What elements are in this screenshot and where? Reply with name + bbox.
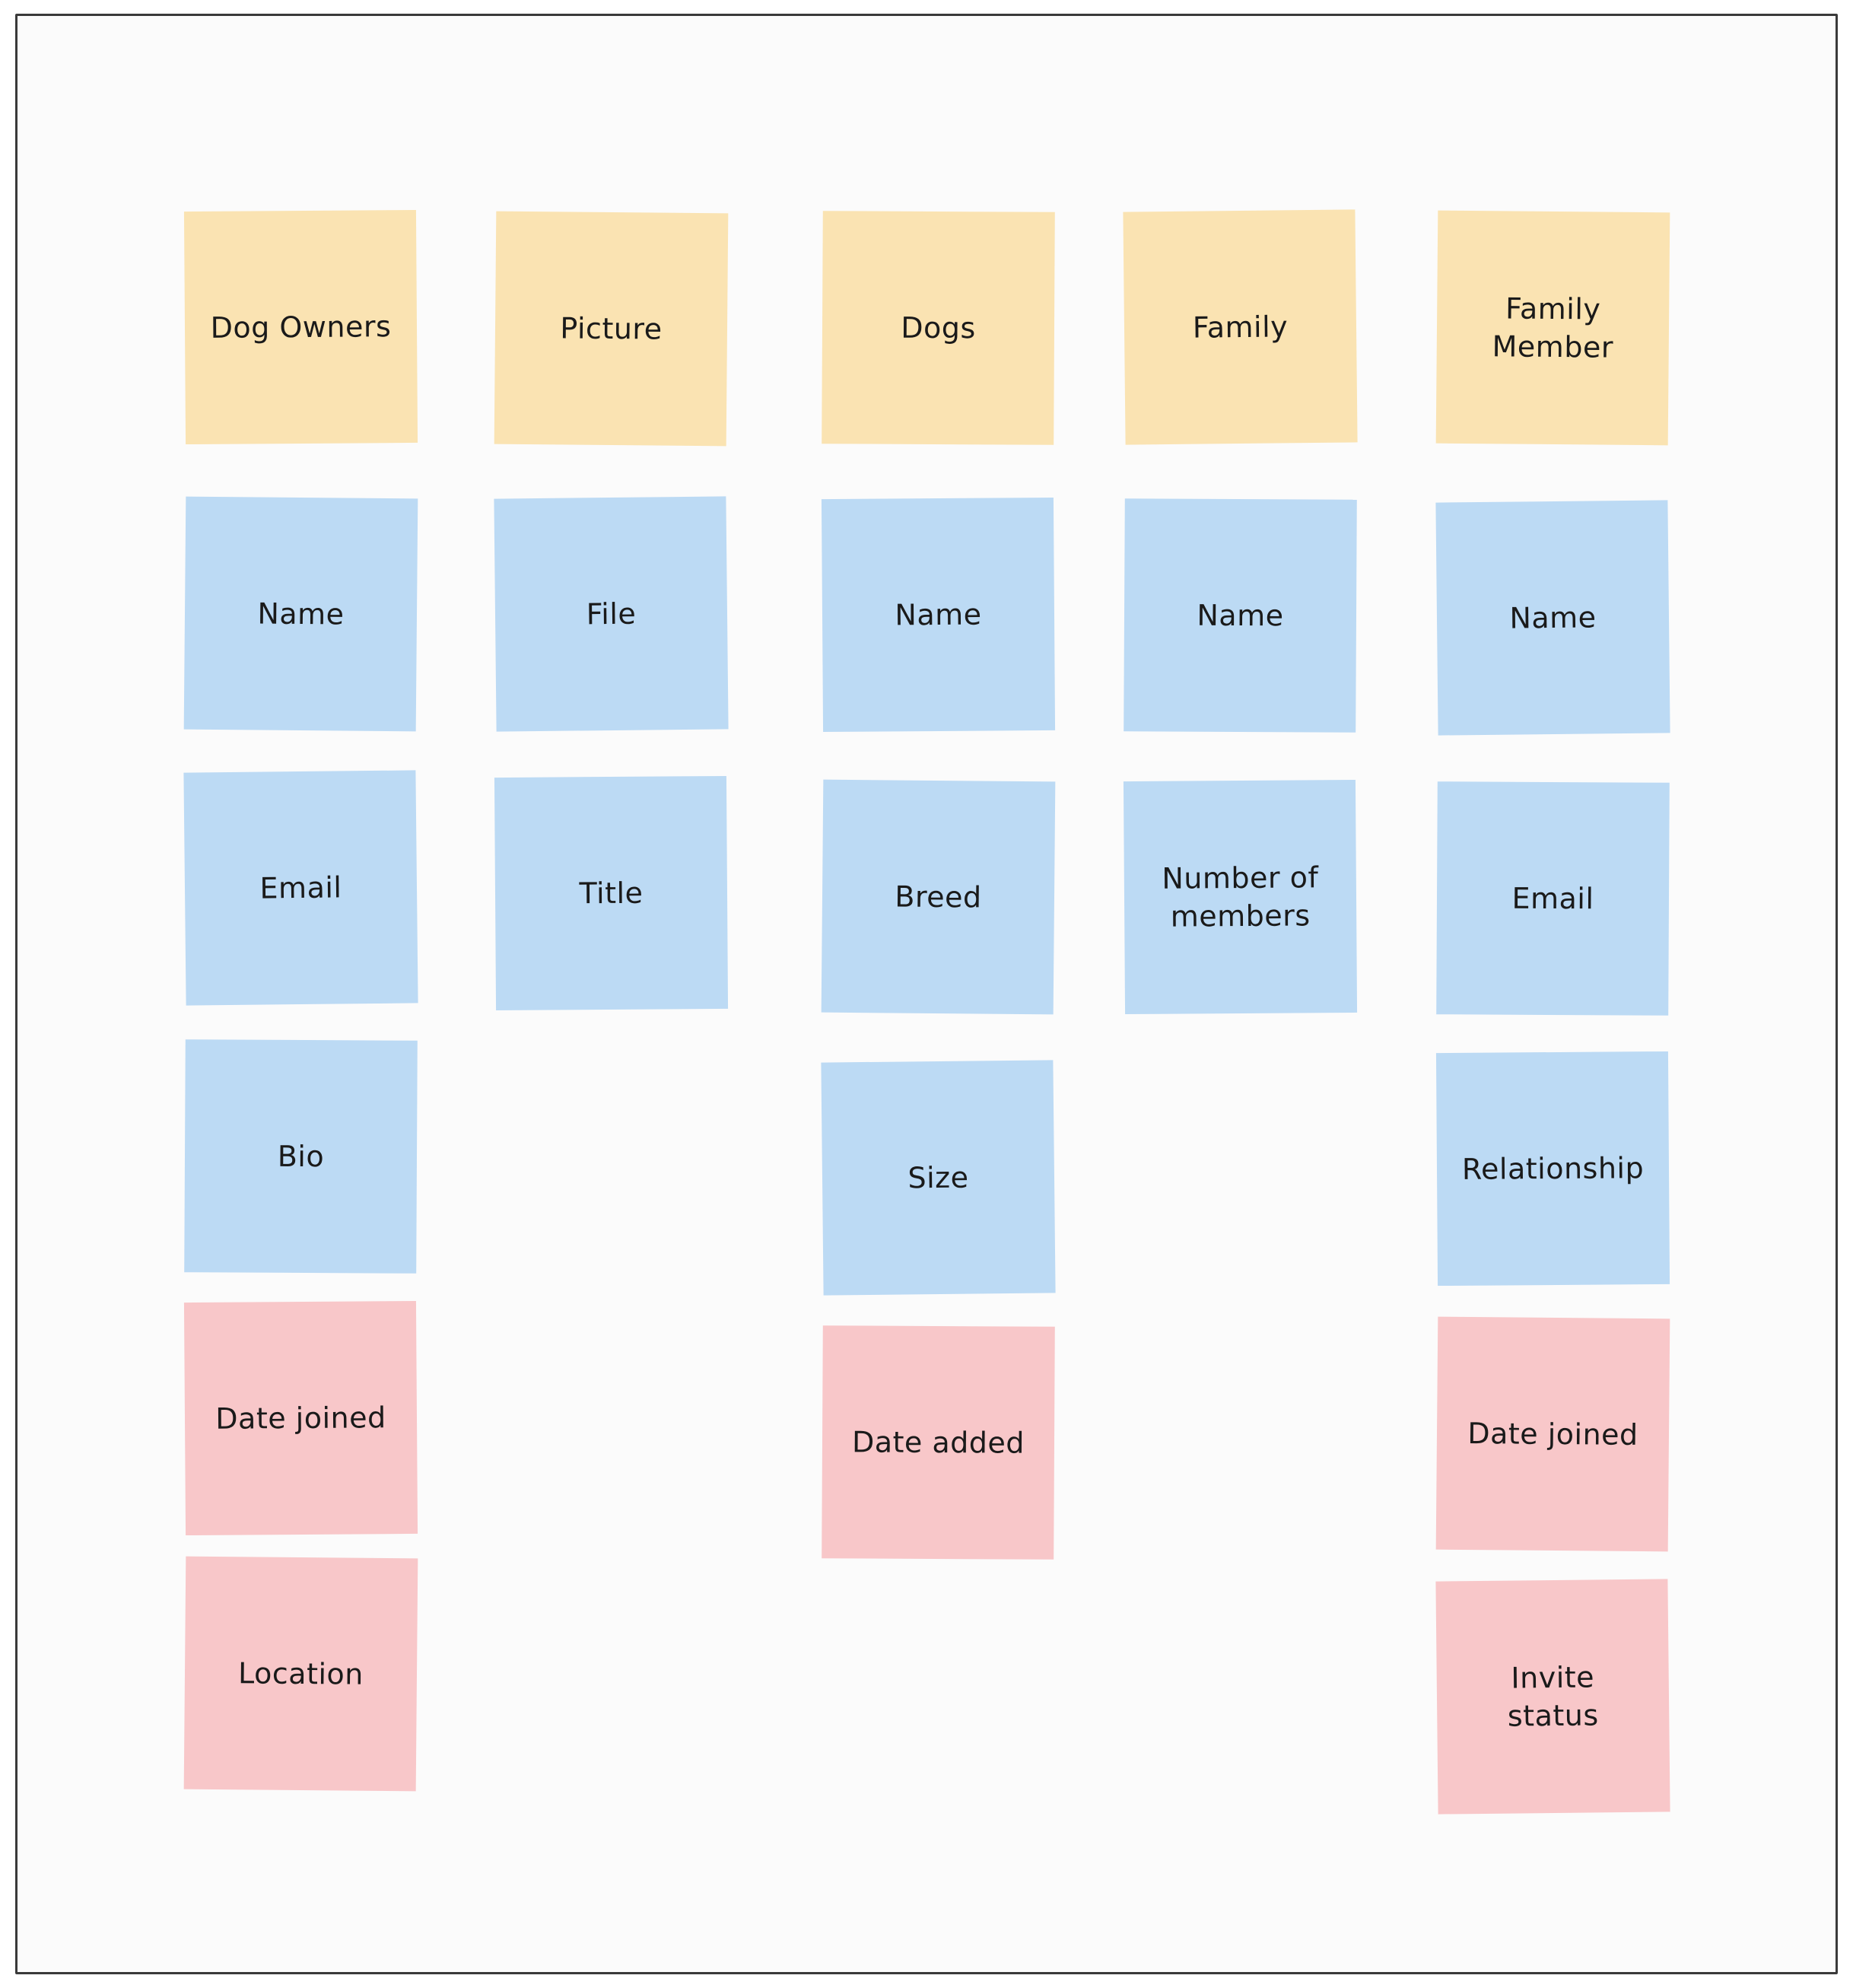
sticky-label: Name [1197, 598, 1284, 633]
sticky-entity-family-member[interactable]: Family Member [1435, 210, 1670, 446]
sticky-label: Number of members [1162, 860, 1319, 934]
sticky-label: Email [1511, 881, 1594, 916]
sticky-label: Invite status [1507, 1660, 1599, 1733]
sticky-label: Picture [560, 311, 663, 346]
sticky-label: Location [237, 1656, 364, 1691]
sticky-attr-owner-bio[interactable]: Bio [184, 1039, 418, 1274]
sticky-entity-picture[interactable]: Picture [494, 211, 729, 447]
sticky-label: Name [257, 596, 345, 631]
sticky-label: Name [895, 597, 982, 632]
sticky-attr-picture-title[interactable]: Title [494, 775, 729, 1011]
sticky-attr-dog-name[interactable]: Name [821, 497, 1056, 733]
sticky-attr-owner-email[interactable]: Email [183, 770, 418, 1006]
sticky-attr-member-name[interactable]: Name [1435, 500, 1670, 736]
sticky-label: Title [579, 876, 644, 911]
sticky-attr-member-email[interactable]: Email [1436, 781, 1670, 1016]
sticky-label: Date joined [1467, 1417, 1638, 1452]
sticky-attr-dog-size[interactable]: Size [821, 1060, 1056, 1296]
sticky-label: Dogs [901, 310, 976, 345]
sticky-meta-owner-date-joined[interactable]: Date joined [183, 1300, 418, 1536]
sticky-attr-family-number-of-members[interactable]: Number of members [1123, 779, 1358, 1015]
sticky-entity-family[interactable]: Family [1123, 209, 1358, 445]
canvas-board: Dog Owners Name Email Bio Date joined Lo… [15, 14, 1838, 1974]
sticky-meta-dog-date-added[interactable]: Date added [822, 1325, 1055, 1560]
sticky-entity-dog-owners[interactable]: Dog Owners [183, 209, 418, 445]
sticky-label: Family [1192, 310, 1289, 345]
sticky-attr-member-relationship[interactable]: Relationship [1435, 1051, 1670, 1287]
sticky-label: Email [259, 870, 342, 905]
sticky-meta-owner-location[interactable]: Location [183, 1556, 418, 1792]
sticky-label: Relationship [1461, 1151, 1645, 1186]
sticky-label: Size [907, 1160, 969, 1195]
sticky-label: Breed [895, 879, 982, 914]
sticky-label: Dog Owners [210, 310, 392, 345]
sticky-meta-member-invite-status[interactable]: Invite status [1435, 1579, 1670, 1815]
sticky-entity-dogs[interactable]: Dogs [822, 211, 1055, 445]
sticky-label: Bio [277, 1139, 325, 1174]
sticky-attr-owner-name[interactable]: Name [183, 496, 418, 732]
sticky-attr-dog-breed[interactable]: Breed [821, 779, 1056, 1015]
sticky-label: Date added [851, 1425, 1025, 1460]
sticky-meta-member-date-joined[interactable]: Date joined [1435, 1316, 1670, 1552]
sticky-attr-picture-file[interactable]: File [494, 496, 729, 732]
sticky-label: File [586, 596, 637, 631]
sticky-label: Date joined [215, 1401, 386, 1436]
sticky-label: Name [1509, 600, 1597, 635]
sticky-label: Family Member [1492, 291, 1614, 364]
sticky-attr-family-name[interactable]: Name [1124, 498, 1357, 733]
